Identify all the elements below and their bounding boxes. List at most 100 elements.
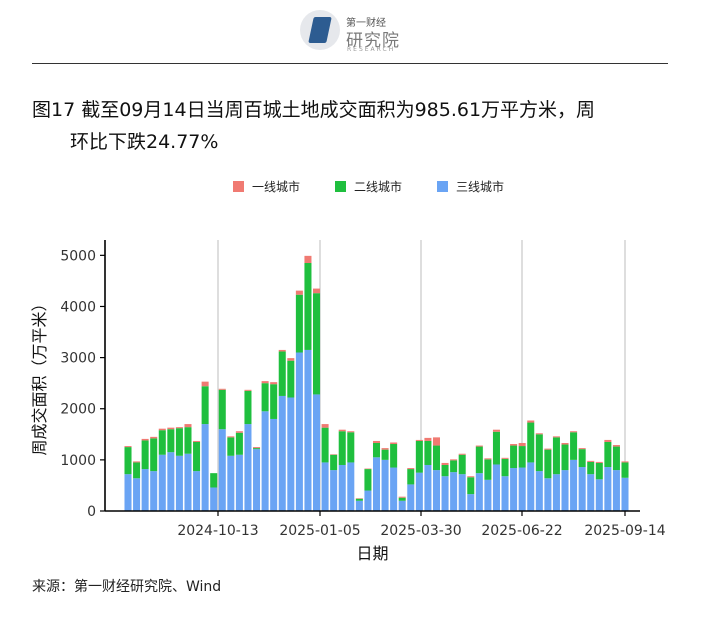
y-tick-label: 4000 xyxy=(60,299,96,315)
bar-segment-tier2 xyxy=(372,442,381,458)
bar-segment-tier2 xyxy=(518,446,526,468)
legend-swatch-tier2 xyxy=(335,181,346,192)
bar-segment-tier2 xyxy=(201,386,209,425)
bar-segment-tier2 xyxy=(612,446,620,471)
bar-segment-tier3 xyxy=(561,470,569,511)
bar-segment-tier1 xyxy=(475,445,483,447)
bar-segment-tier1 xyxy=(535,433,543,435)
bar-segment-tier2 xyxy=(510,445,518,469)
bar-segment-tier3 xyxy=(458,474,466,511)
bar-segment-tier1 xyxy=(244,389,252,391)
x-axis-title: 日期 xyxy=(356,544,388,563)
bar-segment-tier3 xyxy=(150,471,158,511)
bar-segment-tier1 xyxy=(184,424,192,428)
legend-item-tier3: 三线城市 xyxy=(437,178,504,195)
x-tick-label: 2024-10-13 xyxy=(177,523,258,539)
bar-segment-tier2 xyxy=(415,440,423,473)
bar-segment-tier1 xyxy=(561,442,569,445)
bar-segment-tier2 xyxy=(330,454,338,471)
bar-segment-tier2 xyxy=(313,293,321,395)
bar-segment-tier3 xyxy=(158,454,166,511)
legend-label-tier3: 三线城市 xyxy=(456,180,505,194)
bar-segment-tier2 xyxy=(124,447,132,475)
bar-segment-tier1 xyxy=(193,440,201,442)
bar-segment-tier1 xyxy=(218,388,226,390)
bar-segment-tier2 xyxy=(561,444,569,471)
bar-segment-tier2 xyxy=(604,441,612,468)
bar-segment-tier3 xyxy=(210,487,218,511)
source-note: 来源：第一财经研究院、Wind xyxy=(32,579,222,595)
bar-segment-tier2 xyxy=(407,469,415,485)
bar-segment-tier1 xyxy=(467,476,475,478)
bar-segment-tier1 xyxy=(270,382,278,385)
logo-main-text: 研究院 xyxy=(346,31,400,51)
bar-segment-tier2 xyxy=(458,454,466,475)
bar-segment-tier3 xyxy=(330,470,338,511)
bar-segment-tier3 xyxy=(372,457,381,511)
bar-segment-tier1 xyxy=(484,458,492,460)
bar-segment-tier2 xyxy=(527,422,535,463)
y-tick-label: 3000 xyxy=(60,351,96,367)
bar-segment-tier2 xyxy=(484,459,492,480)
bar-segment-tier1 xyxy=(167,427,175,430)
bar-segment-tier2 xyxy=(475,446,483,474)
bar-segment-tier2 xyxy=(227,437,235,456)
bar-segment-tier2 xyxy=(270,384,278,419)
bar-segment-tier2 xyxy=(150,438,158,472)
legend-item-tier1: 一线城市 xyxy=(233,178,300,195)
bar-segment-tier1 xyxy=(398,496,406,498)
bar-segment-tier2 xyxy=(167,429,175,453)
bar-segment-tier3 xyxy=(304,349,312,511)
x-tick-label: 2025-01-05 xyxy=(279,523,360,539)
bar-segment-tier3 xyxy=(570,459,578,511)
bar-segment-tier2 xyxy=(432,445,440,471)
bar-segment-tier2 xyxy=(501,458,509,477)
bar-segment-tier3 xyxy=(295,352,303,511)
bar-segment-tier1 xyxy=(150,436,158,439)
bar-segment-tier2 xyxy=(450,460,458,473)
bar-segment-tier3 xyxy=(484,479,492,511)
bar-segment-tier3 xyxy=(612,470,620,511)
bar-segment-tier1 xyxy=(304,255,312,264)
bar-segment-tier3 xyxy=(595,479,603,511)
bar-segment-tier2 xyxy=(621,462,629,478)
bar-segment-tier3 xyxy=(510,468,518,511)
bar-segment-tier2 xyxy=(467,477,475,495)
bar-segment-tier2 xyxy=(398,497,406,501)
bar-segment-tier3 xyxy=(441,476,449,511)
bar-segment-tier1 xyxy=(450,459,458,461)
bar-segment-tier3 xyxy=(364,490,372,511)
bar-segment-tier3 xyxy=(227,455,235,511)
bar-segment-tier3 xyxy=(467,494,475,511)
figure-title-line1: 图17 截至09月14日当周百城土地成交面积为985.61万平方米，周 xyxy=(32,99,596,121)
bar-segment-tier1 xyxy=(544,448,552,450)
bar-segment-tier1 xyxy=(501,457,509,459)
bar-segment-tier2 xyxy=(595,462,603,480)
header-divider xyxy=(32,63,668,64)
bar-segment-tier1 xyxy=(527,420,535,423)
bar-segment-tier3 xyxy=(244,424,252,511)
bar-segment-tier2 xyxy=(261,383,269,412)
bar-segment-tier1 xyxy=(595,461,603,463)
bar-segment-tier1 xyxy=(552,436,560,438)
bar-segment-tier1 xyxy=(364,468,372,470)
bar-segment-tier1 xyxy=(261,381,269,384)
bar-segment-tier1 xyxy=(278,349,286,352)
bar-segment-tier1 xyxy=(570,431,578,433)
brand-logo: 第一财经 研究院 RESEARCH xyxy=(300,8,440,58)
bar-segment-tier3 xyxy=(184,453,192,511)
bar-segment-tier3 xyxy=(270,418,278,511)
bar-segment-tier1 xyxy=(587,460,595,462)
bar-segment-tier1 xyxy=(158,428,166,431)
bar-segment-tier1 xyxy=(612,445,620,447)
bar-segment-tier2 xyxy=(587,461,595,475)
bar-segment-tier3 xyxy=(201,424,209,511)
bar-segment-tier2 xyxy=(235,432,243,455)
bar-segment-tier2 xyxy=(441,464,449,477)
bar-segment-tier3 xyxy=(621,477,629,511)
bar-segment-tier2 xyxy=(381,449,389,460)
bar-segment-tier1 xyxy=(141,438,149,441)
bar-segment-tier1 xyxy=(381,448,389,450)
bar-segment-tier1 xyxy=(578,448,586,450)
bar-segment-tier1 xyxy=(313,288,321,294)
